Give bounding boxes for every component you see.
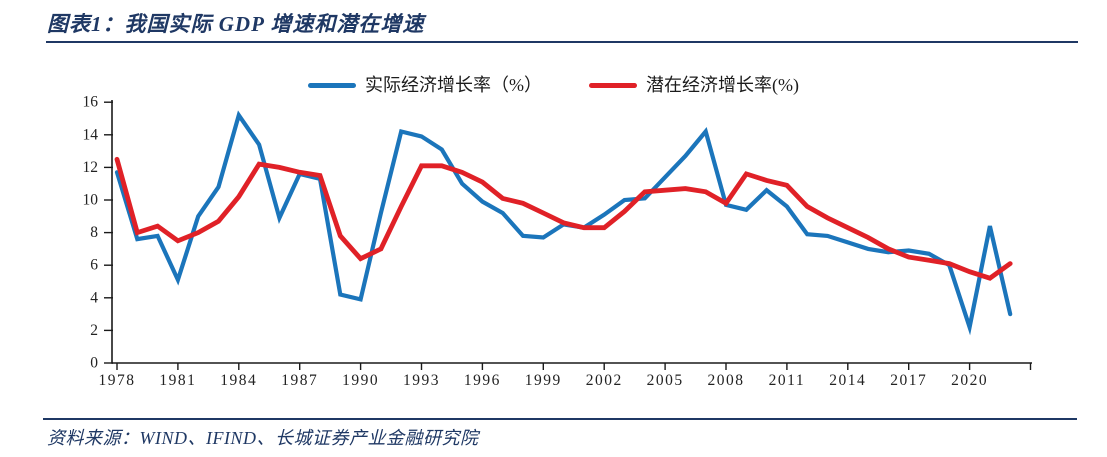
y-axis-tick-label: 4 bbox=[90, 289, 98, 306]
y-axis-tick-label: 6 bbox=[90, 257, 98, 274]
figure-title: 图表1：我国实际 GDP 增速和潜在增速 bbox=[47, 12, 425, 36]
x-axis-tick-label: 1981 bbox=[159, 372, 196, 389]
x-axis-tick-label: 1996 bbox=[464, 372, 501, 389]
legend-item-actual: 实际经济增长率（%） bbox=[308, 72, 542, 98]
x-axis-tick-label: 1984 bbox=[220, 372, 257, 389]
chart-legend: 实际经济增长率（%） 潜在经济增长率(%) bbox=[0, 72, 1107, 98]
x-axis-tick-label: 1990 bbox=[342, 372, 379, 389]
title-rule bbox=[46, 41, 1078, 43]
legend-label-actual: 实际经济增长率（%） bbox=[365, 75, 542, 95]
x-axis-tick-label: 1999 bbox=[525, 372, 562, 389]
y-axis-tick-label: 2 bbox=[90, 322, 98, 339]
y-axis-tick-label: 10 bbox=[83, 192, 99, 209]
x-axis-tick-label: 2002 bbox=[586, 372, 623, 389]
x-axis-tick-label: 2005 bbox=[647, 372, 684, 389]
x-axis-tick-label: 1978 bbox=[99, 372, 136, 389]
x-axis-tick-label: 2008 bbox=[708, 372, 745, 389]
data-source-text: 资料来源：WIND、IFIND、长城证券产业金融研究院 bbox=[47, 428, 479, 448]
y-axis-tick-label: 14 bbox=[83, 126, 99, 143]
legend-swatch-potential-line bbox=[589, 82, 637, 88]
x-axis-tick-label: 2011 bbox=[769, 372, 805, 389]
footer-rule bbox=[43, 418, 1077, 420]
legend-item-potential: 潜在经济增长率(%) bbox=[589, 72, 799, 98]
potential-gdp-growth-line bbox=[114, 156, 1013, 281]
legend-swatch-actual-line bbox=[308, 82, 356, 88]
y-axis-tick-label: 16 bbox=[83, 94, 99, 111]
x-axis-tick-label: 1987 bbox=[281, 372, 318, 389]
legend-label-potential: 潜在经济增长率(%) bbox=[646, 75, 799, 95]
x-axis-tick-label: 2017 bbox=[890, 372, 927, 389]
y-axis-tick-label: 0 bbox=[90, 355, 98, 372]
y-axis-tick-label: 12 bbox=[83, 159, 99, 176]
x-axis-tick-label: 2020 bbox=[951, 372, 988, 389]
x-axis-tick-label: 1993 bbox=[403, 372, 440, 389]
y-axis-tick-label: 8 bbox=[90, 224, 98, 241]
x-axis-tick-label: 2014 bbox=[829, 372, 866, 389]
